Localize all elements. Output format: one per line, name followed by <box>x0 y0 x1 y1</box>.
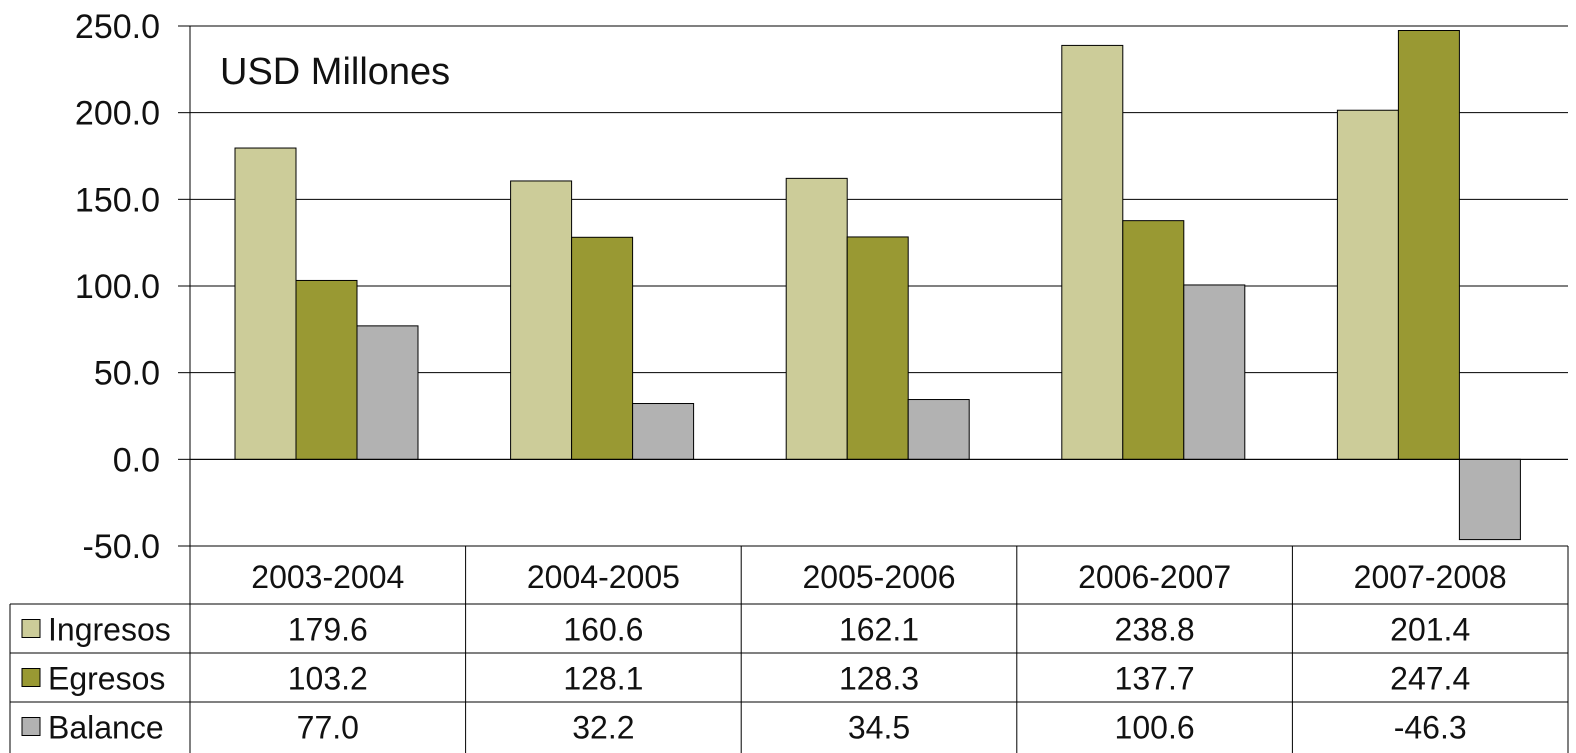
bar-balance <box>1183 284 1246 460</box>
y-tick-label: -50.0 <box>83 528 161 566</box>
data-label: 137.7 <box>1115 661 1195 697</box>
legend-label-balance: Balance <box>48 710 164 746</box>
x-category-label: 2007-2008 <box>1354 559 1507 595</box>
legend-swatch-balance <box>21 717 41 736</box>
data-label: 179.6 <box>288 612 368 648</box>
bar-ingresos <box>1336 109 1399 460</box>
data-label: 247.4 <box>1390 661 1470 697</box>
data-label: 32.2 <box>572 710 634 746</box>
bar-egresos <box>571 236 634 460</box>
bar-balance <box>356 325 419 460</box>
bar-group <box>190 30 1568 541</box>
data-label: 103.2 <box>288 661 368 697</box>
data-label: 128.1 <box>563 661 643 697</box>
data-table: 2003-2004 2004-2005 2005-2006 2006-2007 2007… <box>9 546 1569 753</box>
data-label: 77.0 <box>297 710 359 746</box>
legend-swatch-ingresos <box>21 619 41 638</box>
bar-egresos <box>846 236 909 460</box>
data-label: 160.6 <box>563 612 643 648</box>
bar-ingresos <box>785 177 848 460</box>
x-category-label: 2003-2004 <box>251 559 404 595</box>
data-label: 128.3 <box>839 661 919 697</box>
bar-balance <box>632 403 695 460</box>
y-tick-label: 0.0 <box>113 441 160 479</box>
y-tick-label: 50.0 <box>94 355 160 393</box>
data-label: 201.4 <box>1390 612 1470 648</box>
bar-ingresos <box>1061 44 1124 460</box>
bar-egresos <box>1122 220 1185 460</box>
bar-egresos <box>295 279 358 460</box>
y-tick-label: 100.0 <box>75 268 160 306</box>
data-label: 34.5 <box>848 710 910 746</box>
bar-balance <box>1458 458 1521 541</box>
data-label: -46.3 <box>1394 710 1467 746</box>
x-category-label: 2005-2006 <box>802 559 955 595</box>
bar-balance <box>907 399 970 460</box>
y-tick-label: 200.0 <box>75 95 160 133</box>
data-label: 238.8 <box>1115 612 1195 648</box>
legend-swatch-egresos <box>21 668 41 687</box>
y-axis: -50.0 0.0 50.0 100.0 150.0 200.0 250.0 <box>75 8 191 753</box>
legend-label-ingresos: Ingresos <box>48 612 171 648</box>
x-category-label: 2006-2007 <box>1078 559 1231 595</box>
bar-ingresos <box>234 147 297 460</box>
bar-ingresos <box>510 180 573 460</box>
y-tick-label: 250.0 <box>75 8 160 46</box>
y-tick-label: 150.0 <box>75 181 160 219</box>
x-category-label: 2004-2005 <box>527 559 680 595</box>
legend-label-egresos: Egresos <box>48 661 165 697</box>
bar-egresos <box>1397 30 1460 460</box>
data-label: 162.1 <box>839 612 919 648</box>
chart-title: USD Millones <box>220 51 450 93</box>
data-label: 100.6 <box>1115 710 1195 746</box>
